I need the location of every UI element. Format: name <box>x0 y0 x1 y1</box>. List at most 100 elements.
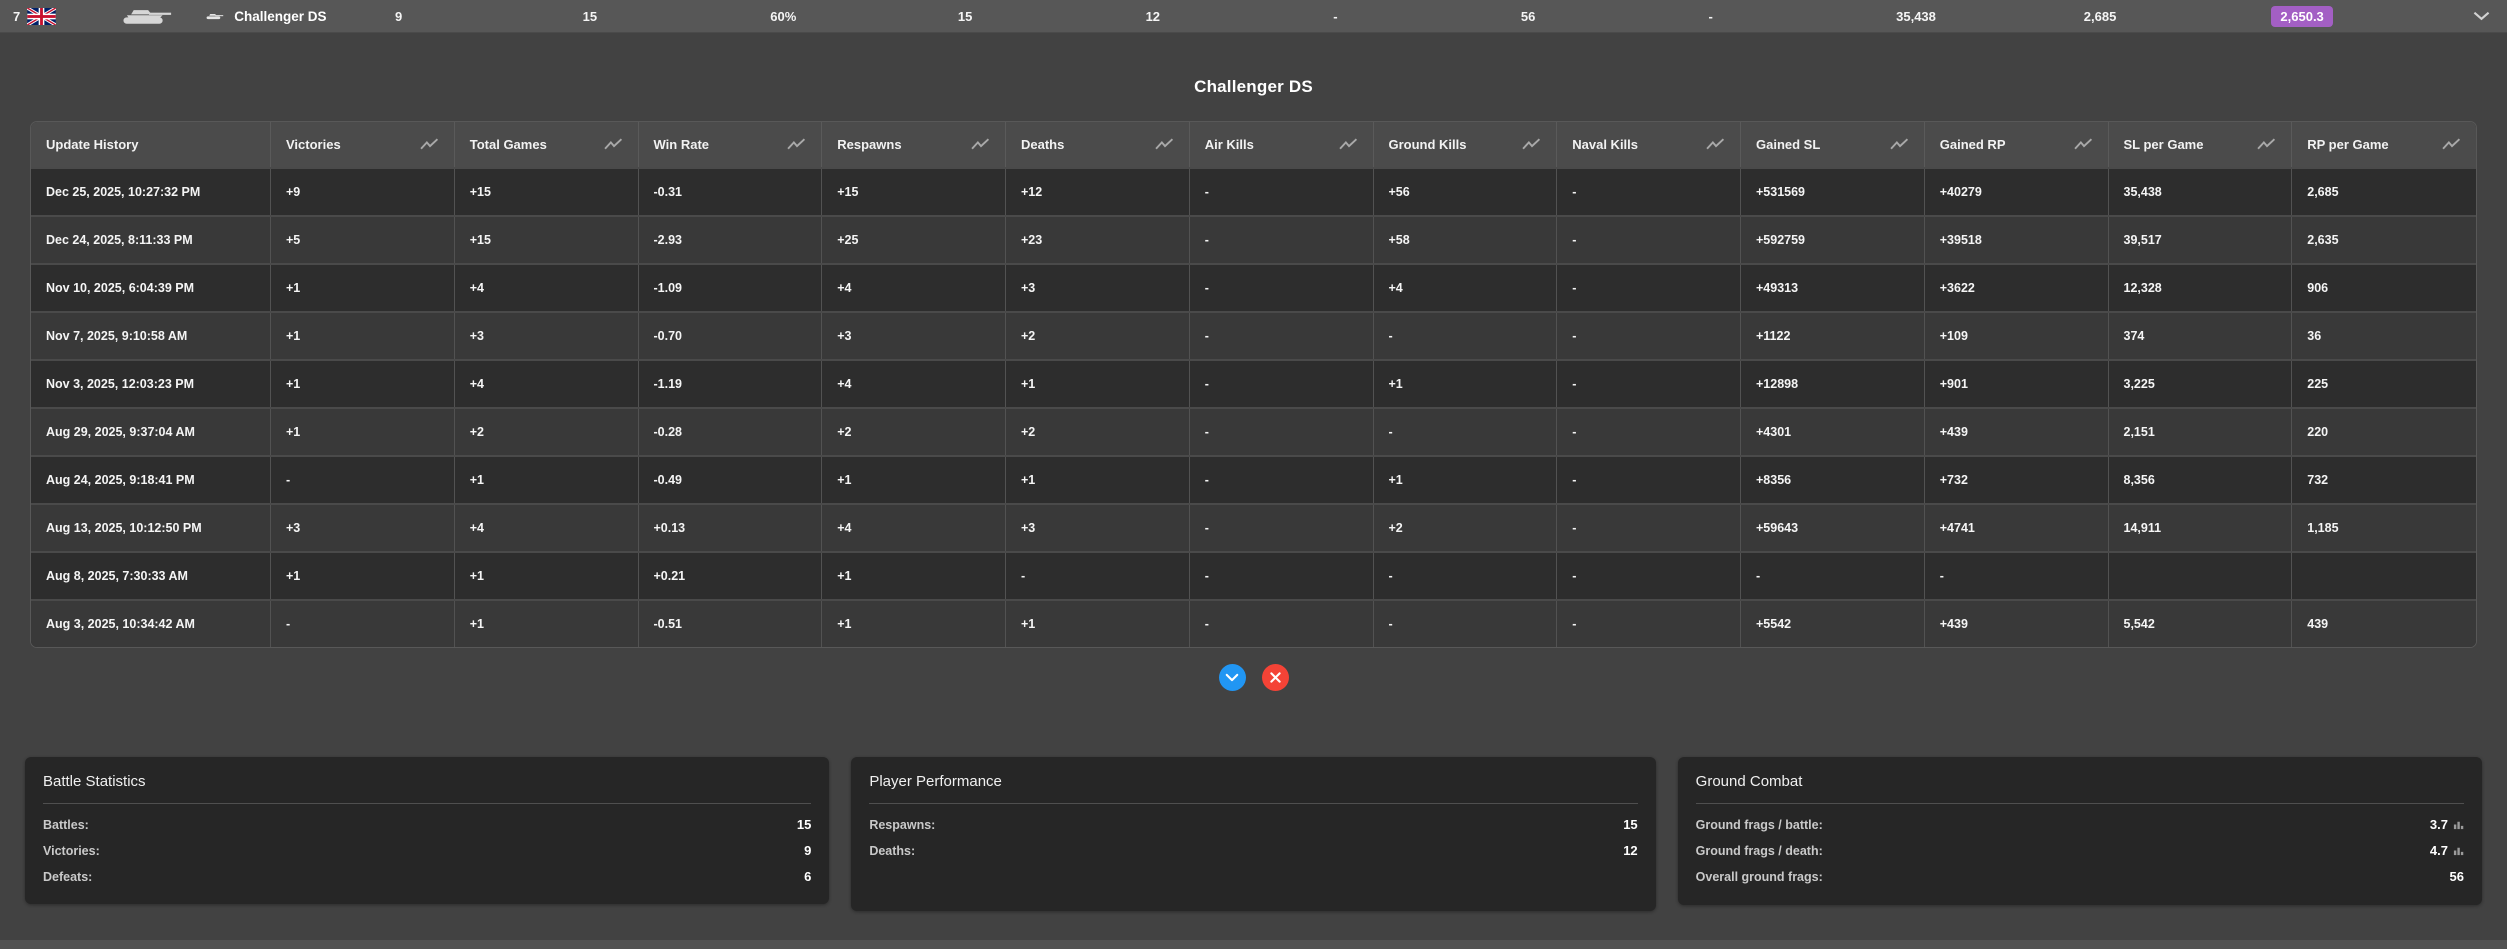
table-cell: +3 <box>1006 505 1190 551</box>
vehicle-identity: 7 Challenger DS <box>0 0 395 32</box>
table-cell: +15 <box>822 169 1006 215</box>
topbar-stat-value: 60% <box>770 8 797 24</box>
collapse-row-control[interactable] <box>2459 11 2507 21</box>
table-cell: 1,185 <box>2307 521 2339 535</box>
table-row: Aug 13, 2025, 10:12:50 PM +3 +4 +0.13 +4 +3- +… <box>31 503 2476 551</box>
table-cell: +732 <box>1925 457 2109 503</box>
table-row: Aug 3, 2025, 10:34:42 AM - +1 -0.51 +1 +1- - - +… <box>31 599 2476 647</box>
trend-line-icon[interactable] <box>1706 138 1725 151</box>
table-row: Nov 3, 2025, 12:03:23 PM +1 +4 -1.19 +4 +1- +1… <box>31 359 2476 407</box>
stat-value: 15 <box>796 817 812 832</box>
table-cell: 35,438 <box>2109 169 2293 215</box>
column-header[interactable]: Win Rate <box>639 122 823 167</box>
bar-chart-icon <box>2453 821 2464 830</box>
table-cell: +1 <box>1374 361 1558 407</box>
stat-value: 4.7 <box>2429 843 2448 858</box>
column-header[interactable]: Update History <box>31 122 271 167</box>
table-cell: +1 <box>822 601 1006 647</box>
stat-value: 9 <box>804 843 812 858</box>
column-header[interactable]: Air Kills <box>1190 122 1374 167</box>
table-cell: - <box>1557 553 1741 599</box>
table-cell: Dec 25, 2025, 10:27:32 PM <box>31 169 271 215</box>
stat-row: Overall ground frags: 56 <box>1696 868 2464 885</box>
stat-value: 3.7 <box>2429 817 2448 832</box>
table-row: Nov 10, 2025, 6:04:39 PM +1 +4 -1.09 +4 +3- +4… <box>31 263 2476 311</box>
table-cell: - <box>1557 505 1741 551</box>
trend-line-icon[interactable] <box>1338 138 1358 151</box>
stat-value: 15 <box>1623 817 1638 832</box>
next-row-strip[interactable] <box>0 940 2507 949</box>
table-cell: - <box>1190 361 1374 407</box>
trend-line-icon[interactable] <box>2442 138 2461 151</box>
trend-line-icon[interactable] <box>787 138 806 151</box>
column-header-label: Deaths <box>1021 137 1065 152</box>
column-header-label: RP per Game <box>2307 137 2389 152</box>
table-cell: Aug 3, 2025, 10:34:42 AM <box>31 601 271 647</box>
divider <box>43 803 812 804</box>
table-cell: -1.09 <box>639 265 823 311</box>
table-cell: +58 <box>1374 217 1558 263</box>
chevron-down-icon <box>1225 673 1239 682</box>
panel-title: Battle Statistics <box>43 773 146 790</box>
table-cell: +4 <box>455 505 639 551</box>
table-cell: - <box>1190 409 1374 455</box>
column-header[interactable]: Respawns <box>822 122 1006 167</box>
close-button[interactable] <box>1261 664 1289 691</box>
table-cell: Dec 24, 2025, 8:11:33 PM <box>31 217 271 263</box>
column-header[interactable]: RP per Game <box>2292 122 2476 167</box>
table-cell: - <box>1190 601 1374 647</box>
table-cell: +4 <box>455 361 639 407</box>
trend-line-icon[interactable] <box>420 138 439 151</box>
column-header[interactable]: Gained SL <box>1741 122 1925 167</box>
column-header[interactable]: Gained RP <box>1925 122 2109 167</box>
table-cell: Nov 7, 2025, 9:10:58 AM <box>31 313 271 359</box>
stat-value-wrap: 56 <box>2450 869 2464 884</box>
column-header-label: Gained SL <box>1756 137 1821 152</box>
collapse-detail-button[interactable] <box>1218 664 1246 691</box>
table-cell: +2 <box>1374 505 1558 551</box>
column-header[interactable]: SL per Game <box>2109 122 2293 167</box>
table-cell: - <box>1190 505 1374 551</box>
table-cell: +5542 <box>1741 601 1925 647</box>
table-row: Dec 25, 2025, 10:27:32 PM +9 +15 -0.31 +15 +1… <box>31 167 2476 215</box>
table-cell: +5 <box>271 217 455 263</box>
trend-line-icon[interactable] <box>971 138 990 151</box>
table-cell: 439 <box>2307 617 2329 631</box>
table-cell: +4 <box>455 265 639 311</box>
stat-row: Defeats: 6 <box>43 868 811 885</box>
table-cell: 225 <box>2307 377 2329 391</box>
table-cell: +4 <box>822 361 1006 407</box>
topbar-stat-value: 15 <box>582 8 598 24</box>
table-cell <box>2109 553 2293 599</box>
rank-label: 7 <box>13 8 21 24</box>
column-header[interactable]: Victories <box>271 122 455 167</box>
topbar-stat-value: 2,685 <box>2083 8 2117 24</box>
column-header[interactable]: Total Games <box>455 122 639 167</box>
column-header[interactable]: Deaths <box>1006 122 1190 167</box>
stat-row: Ground frags / battle: 3.7 <box>1696 816 2464 833</box>
stat-value-wrap: 15 <box>797 817 811 832</box>
column-header[interactable]: Ground Kills <box>1374 122 1558 167</box>
table-cell: +439 <box>1925 601 2109 647</box>
panels-row: Battle Statistics Battles: 15 Victories: 9 De… <box>25 757 2482 911</box>
trend-line-icon[interactable] <box>603 138 623 151</box>
trend-line-icon[interactable] <box>1155 138 1174 151</box>
trend-line-icon[interactable] <box>2257 138 2276 151</box>
trend-line-icon[interactable] <box>1890 138 1909 151</box>
table-cell: - <box>1557 217 1741 263</box>
trend-line-icon[interactable] <box>2073 138 2093 151</box>
table-cell: +12898 <box>1741 361 1925 407</box>
table-cell: 12,328 <box>2109 265 2293 311</box>
stat-value: 12 <box>1623 843 1638 858</box>
update-history-table: Update History Victories Total Games Win Ra… <box>30 121 2477 648</box>
table-cell: - <box>1374 601 1558 647</box>
vehicle-summary-row[interactable]: 7 Challenger DS 9 15 60% 15 12 - 56 - 35,438 2,68… <box>0 0 2507 33</box>
table-cell: - <box>271 601 455 647</box>
column-header-label: Gained RP <box>1939 137 2006 152</box>
topbar-stat-value: - <box>1333 8 1338 24</box>
column-header[interactable]: Naval Kills <box>1557 122 1741 167</box>
trend-line-icon[interactable] <box>1522 138 1541 151</box>
stat-value-wrap: 6 <box>804 869 811 884</box>
stat-value-wrap: 12 <box>1623 843 1637 858</box>
divider <box>869 803 1638 804</box>
